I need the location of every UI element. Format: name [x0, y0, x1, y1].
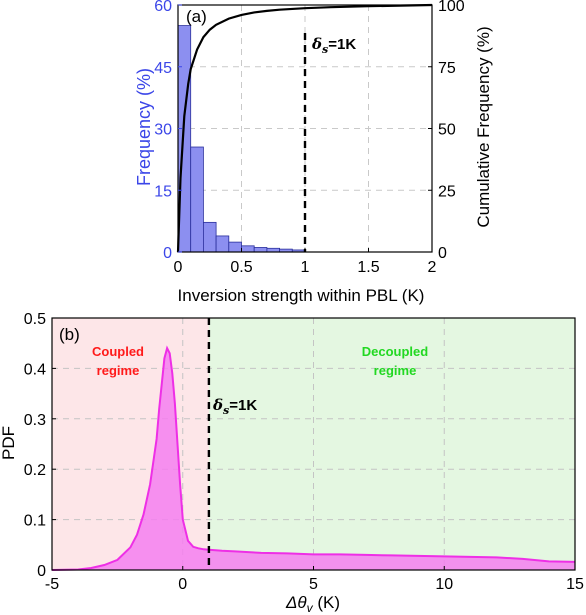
y2-tick-label: 100: [438, 0, 465, 15]
decoupled-regime-background: [208, 318, 575, 570]
panel-a-label: (a): [186, 7, 207, 26]
x-tick-label: 5: [309, 576, 318, 593]
pdf-line: [51, 345, 576, 571]
panel-b-xlabel: Δθv (K): [285, 593, 340, 615]
y-tick-label: 15: [154, 183, 172, 200]
x-tick-label: 15: [566, 576, 584, 593]
cumulative-frequency-line: [176, 3, 433, 253]
x-tick-label: 0: [174, 259, 183, 276]
x-tick-label: 1.5: [357, 259, 379, 276]
x-tick-label: 2: [428, 259, 437, 276]
panel-b-xlabel-rest: (K): [313, 593, 340, 612]
y2-tick-label: 50: [438, 122, 456, 139]
panel-b-xlabel-sub: v: [307, 601, 314, 615]
y-tick-label: 60: [154, 0, 172, 15]
histogram-bar: [228, 241, 242, 253]
threshold-label-b: δs=1K: [212, 396, 257, 417]
histogram-bar: [202, 221, 217, 253]
threshold-label-a-sub: s: [322, 43, 328, 56]
panel-a-ylabel: Frequency (%): [134, 68, 154, 186]
y-tick-label: 45: [154, 60, 172, 77]
y-tick-label: 0: [163, 245, 172, 262]
decoupled-regime-label-line1: Decoupled: [362, 344, 429, 359]
y2-tick-label: 0: [438, 245, 447, 262]
y-tick-label: 30: [154, 122, 172, 139]
y-tick-label: 0: [37, 563, 46, 580]
panel-b-ylabel: PDF: [0, 426, 18, 460]
histogram-bar: [215, 235, 230, 253]
x-tick-label: 10: [435, 576, 453, 593]
threshold-label-a-symbol: δ: [311, 35, 322, 53]
panel-a-bars: [177, 25, 306, 253]
y-tick-label: 0.5: [24, 311, 46, 328]
y-tick-label: 0.3: [24, 412, 46, 429]
x-tick-label: 0: [178, 576, 187, 593]
y-tick-label: 0.4: [24, 361, 46, 378]
histogram-bar: [253, 247, 268, 253]
coupled-regime-label-line2: regime: [97, 363, 140, 378]
panel-a-y2label: Cumulative Frequency (%): [474, 26, 493, 227]
threshold-label-b-symbol: δ: [212, 396, 223, 414]
panel-b-label: (b): [59, 325, 80, 344]
threshold-label-b-sub: s: [223, 404, 229, 417]
pdf-area: [52, 348, 575, 570]
threshold-label-a-rest: =1K: [328, 36, 356, 53]
x-tick-label: 1: [301, 259, 310, 276]
y-tick-label: 0.1: [24, 513, 46, 530]
x-tick-label: -5: [45, 576, 59, 593]
coupled-regime-label-line1: Coupled: [92, 344, 144, 359]
panel-b-xlabel-symbol: Δθ: [285, 593, 307, 612]
histogram-bar: [190, 146, 204, 253]
y2-tick-label: 75: [438, 60, 456, 77]
y-tick-label: 0.2: [24, 462, 46, 479]
decoupled-regime-label-line2: regime: [374, 363, 417, 378]
threshold-label-a: δs=1K: [311, 35, 356, 56]
y2-tick-label: 25: [438, 183, 456, 200]
histogram-bar: [241, 245, 255, 253]
panel-a-xlabel: Inversion strength within PBL (K): [178, 286, 425, 305]
threshold-label-b-rest: =1K: [229, 397, 257, 414]
x-tick-label: 0.5: [230, 259, 252, 276]
